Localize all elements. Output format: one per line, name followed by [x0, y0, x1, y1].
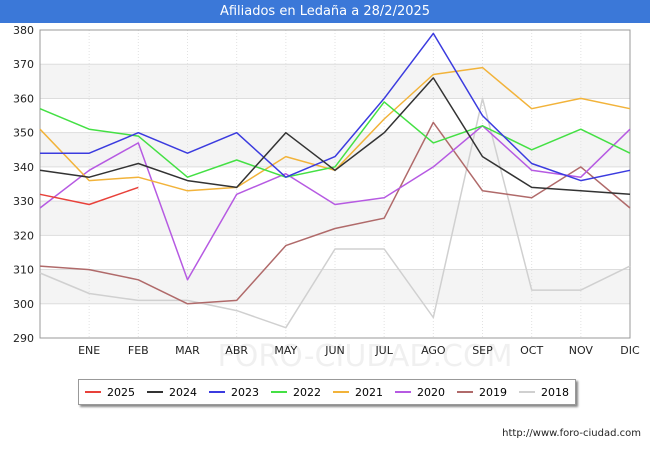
x-tick-label: AGO: [421, 344, 446, 357]
x-tick-label: FEB: [128, 344, 149, 357]
x-tick-label: ENE: [78, 344, 100, 357]
legend-swatch: [519, 391, 535, 393]
legend-item-2021: 2021: [333, 386, 383, 399]
legend-swatch: [147, 391, 163, 393]
series-line-2023: [40, 32, 631, 182]
y-tick-label: 310: [13, 264, 34, 277]
legend: 2025 2024 2023 2022 2021 2020 2019 2018: [78, 379, 576, 405]
y-tick-label: 290: [13, 332, 34, 345]
plot-band: [40, 269, 630, 304]
x-tick-label: MAY: [274, 344, 297, 357]
series-line-2025: [39, 186, 139, 206]
y-tick-label: 370: [13, 58, 34, 71]
legend-swatch: [457, 391, 473, 393]
series-line-2022: [39, 101, 631, 178]
x-tick-label: DIC: [620, 344, 640, 357]
legend-item-2022: 2022: [271, 386, 321, 399]
x-tick-label: OCT: [520, 344, 543, 357]
legend-label: 2024: [169, 385, 197, 399]
series-line-2020: [39, 125, 631, 281]
plot-border: [39, 29, 631, 339]
legend-label: 2021: [355, 385, 383, 399]
legend-swatch: [209, 391, 225, 393]
plot-band: [40, 201, 630, 236]
legend-item-2018: 2018: [519, 386, 569, 399]
x-tick-label: MAR: [175, 344, 200, 357]
watermark: FORO-CIUDAD.COM: [218, 339, 513, 374]
y-tick-label: 340: [13, 161, 34, 174]
plot-band: [40, 132, 630, 167]
source-url: http://www.foro-ciudad.com: [502, 428, 641, 439]
y-tick-label: 350: [13, 127, 34, 140]
y-tick-label: 320: [13, 229, 34, 242]
legend-swatch: [395, 391, 411, 393]
x-tick-label: ABR: [225, 344, 248, 357]
legend-item-2024: 2024: [147, 386, 197, 399]
legend-label: 2018: [541, 385, 569, 399]
legend-item-2025: 2025: [85, 386, 135, 399]
y-tick-label: 380: [13, 24, 34, 37]
legend-item-2020: 2020: [395, 386, 445, 399]
legend-label: 2020: [417, 385, 445, 399]
legend-item-2023: 2023: [209, 386, 259, 399]
legend-label: 2022: [293, 385, 321, 399]
legend-item-2019: 2019: [457, 386, 507, 399]
legend-swatch: [333, 391, 349, 393]
series-line-2019: [39, 121, 631, 305]
x-tick-label: JUN: [324, 344, 345, 357]
y-tick-label: 300: [13, 298, 34, 311]
series-line-2018: [39, 97, 631, 329]
y-tick-label: 360: [13, 92, 34, 105]
series-line-2024: [39, 77, 631, 196]
legend-label: 2019: [479, 385, 507, 399]
legend-label: 2025: [107, 385, 135, 399]
y-tick-label: 330: [13, 195, 34, 208]
x-tick-label: SEP: [472, 344, 493, 357]
x-tick-label: JUL: [374, 344, 393, 357]
legend-swatch: [271, 391, 287, 393]
x-tick-label: NOV: [569, 344, 594, 357]
legend-swatch: [85, 391, 101, 393]
legend-label: 2023: [231, 385, 259, 399]
chart-title: Afiliados en Ledaña a 28/2/2025: [0, 0, 650, 23]
